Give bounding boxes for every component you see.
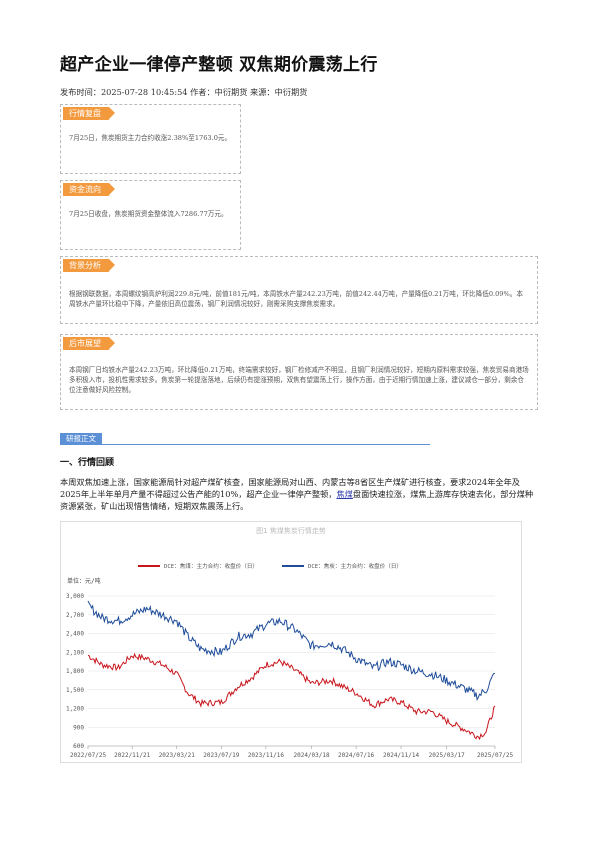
flow-tag: 资金流向 bbox=[63, 183, 115, 196]
para-after: 盘面快速拉涨，煤焦上游库存快速去化，部分煤种资源紧张，矿山出现惜售情绪，短期双焦… bbox=[60, 489, 534, 512]
coking-coal-link[interactable]: 焦煤 bbox=[336, 489, 353, 500]
background-box: 背景分析 根据钢联数据，本周螺纹钢高炉利润229.8元/吨，前值181元/吨，本… bbox=[60, 256, 538, 324]
article-meta: 发布时间：2025-07-28 10:45:54 作者：中衍期货 来源：中衍期货 bbox=[60, 87, 308, 97]
review-tag: 行情复盘 bbox=[63, 107, 115, 120]
flow-box: 资金流向 7月25日收盘，焦炭期货资金整体流入7286.77万元。 bbox=[60, 180, 241, 250]
outlook-tag: 后市展望 bbox=[63, 337, 115, 350]
article-title: 超产企业一律停产整顿 双焦期价震荡上行 bbox=[60, 55, 378, 75]
body-paragraph: 本周双焦加速上涨，国家能源局针对超产煤矿核查，国家能源局对山西、内蒙古等8省区生… bbox=[60, 476, 538, 513]
section-heading: 一、行情回顾 bbox=[60, 458, 115, 468]
review-box: 行情复盘 7月25日，焦炭期货主力合约收涨2.38%至1763.0元。 bbox=[60, 104, 241, 174]
para-before: 本周双焦加速上涨，国家能源局针对超产煤矿核查，国家能源局对山西、内蒙古等8省区生… bbox=[60, 477, 520, 500]
body-divider bbox=[60, 444, 430, 445]
outlook-text: 本周钢厂日均铁水产量242.23万吨，环比降低0.21万吨，终端需求较好，钢厂检… bbox=[69, 366, 529, 394]
outlook-box: 后市展望 本周钢厂日均铁水产量242.23万吨，环比降低0.21万吨，终端需求较… bbox=[60, 334, 538, 410]
chart-frame bbox=[60, 521, 522, 763]
body-tag: 研报正文 bbox=[60, 433, 102, 444]
background-text: 根据钢联数据，本周螺纹钢高炉利润229.8元/吨，前值181元/吨，本周铁水产量… bbox=[69, 290, 523, 308]
review-text: 7月25日，焦炭期货主力合约收涨2.38%至1763.0元。 bbox=[69, 134, 232, 142]
background-tag: 背景分析 bbox=[63, 259, 115, 272]
chart-title: 图1 焦煤焦炭行情走势 bbox=[256, 527, 326, 535]
flow-text: 7月25日收盘，焦炭期货资金整体流入7286.77万元。 bbox=[69, 210, 228, 218]
